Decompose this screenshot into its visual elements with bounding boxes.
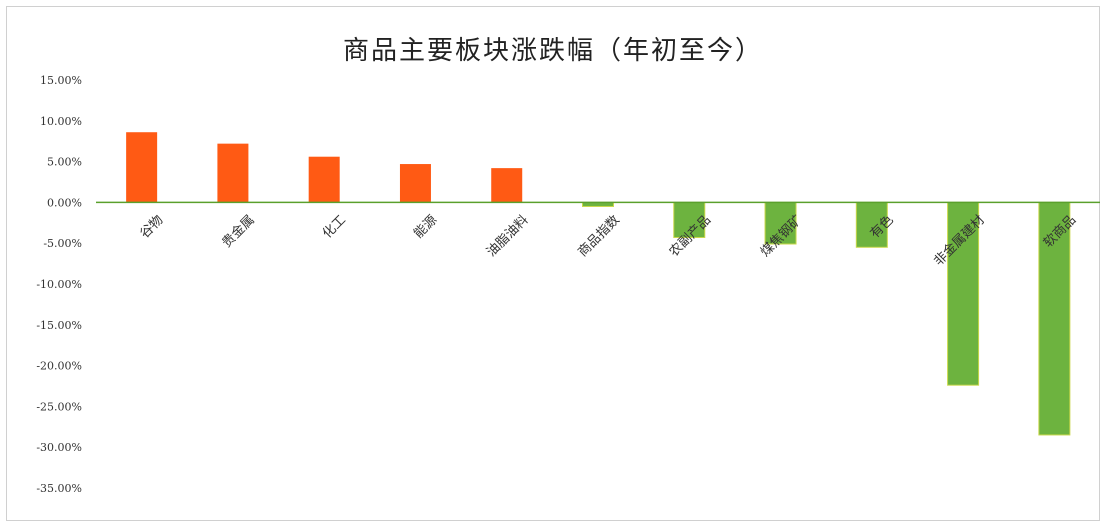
bar (764, 201, 797, 245)
y-tick-label: -15.00% (36, 319, 82, 332)
y-tick-label: -30.00% (36, 441, 82, 454)
x-tick-label: 贵金属 (219, 212, 258, 251)
chart-frame (6, 6, 1100, 521)
bar (399, 164, 431, 203)
y-tick-label: -20.00% (36, 360, 82, 373)
x-tick-label: 化工 (320, 213, 349, 242)
y-tick-label: 0.00% (47, 196, 82, 209)
bar (1038, 201, 1071, 436)
bar (308, 156, 340, 203)
x-tick-label: 油脂油料 (484, 213, 531, 260)
y-tick-label: 10.00% (40, 115, 82, 128)
y-axis-ticks: 15.00% 10.00% 5.00% 0.00% -5.00% -10.00% -15.0… (36, 74, 82, 495)
x-axis-ticks: 谷物 贵金属 化工 能源 油脂油料 商品指数 农副产品 煤焦钢矿 有色 非金属建材 软商品 (137, 212, 1079, 269)
bar (491, 168, 523, 203)
y-tick-label: 5.00% (47, 156, 82, 169)
bar (126, 132, 158, 203)
y-tick-label: -35.00% (36, 482, 82, 495)
x-tick-label: 能源 (411, 213, 440, 242)
y-tick-label: -10.00% (36, 278, 82, 291)
chart-title: 商品主要板块涨跌幅（年初至今） (342, 36, 763, 66)
x-tick-label: 谷物 (137, 213, 166, 242)
bar (855, 201, 888, 248)
x-tick-label: 商品指数 (575, 213, 622, 260)
y-tick-label: -25.00% (36, 400, 82, 413)
bars-layer (96, 132, 1100, 436)
y-tick-label: 15.00% (40, 74, 82, 87)
y-tick-label: -5.00% (43, 237, 82, 250)
bar (217, 143, 249, 203)
